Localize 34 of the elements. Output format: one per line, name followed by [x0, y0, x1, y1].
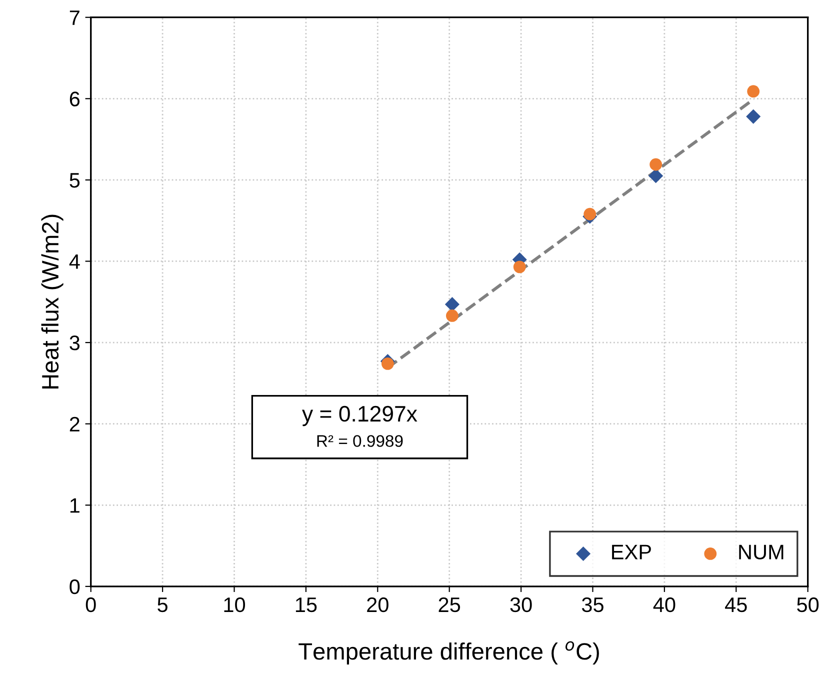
annotation: y = 0.1297x: [302, 406, 418, 426]
y-tick-label: 5: [70, 173, 80, 188]
x-tick-label: 20: [367, 597, 388, 612]
x-tick-label: 35: [582, 597, 604, 612]
point: [446, 310, 458, 322]
y-tick-label: 4: [69, 254, 80, 269]
point: [746, 109, 761, 124]
x-tick-label: 45: [725, 598, 747, 612]
x-tick-label: 15: [296, 598, 317, 612]
legend-label: NUM: [739, 544, 784, 560]
y-tick-label: 1: [70, 498, 80, 513]
x-axis-title: Temperature difference ( $^{o}$C): [298, 641, 599, 664]
y-tick-label: 7: [70, 10, 80, 25]
point: [381, 357, 394, 370]
y-tick-label: 3: [70, 336, 80, 350]
point: [584, 208, 596, 220]
x-tick-label: 50: [797, 597, 819, 612]
y-axis-title: Heat flux (W/m2): [41, 214, 64, 388]
x-tick-label: 40: [653, 597, 676, 612]
legend-label: EXP: [612, 544, 651, 560]
x-tick-label: 25: [438, 597, 460, 612]
x-tick-label: 5: [158, 598, 168, 612]
y-tick-label: 0: [70, 579, 80, 594]
x-tick-label: 30: [510, 597, 532, 612]
y-tick-label: 6: [70, 92, 80, 106]
annotation: R² = 0.9989: [317, 435, 403, 447]
point: [648, 168, 664, 184]
y-tick-label: 2: [70, 416, 80, 432]
point: [747, 85, 760, 98]
point: [513, 260, 526, 274]
point: [444, 297, 460, 312]
x-tick-label: 0: [86, 597, 96, 612]
point: [650, 158, 662, 171]
x-tick-label: 10: [224, 597, 246, 612]
